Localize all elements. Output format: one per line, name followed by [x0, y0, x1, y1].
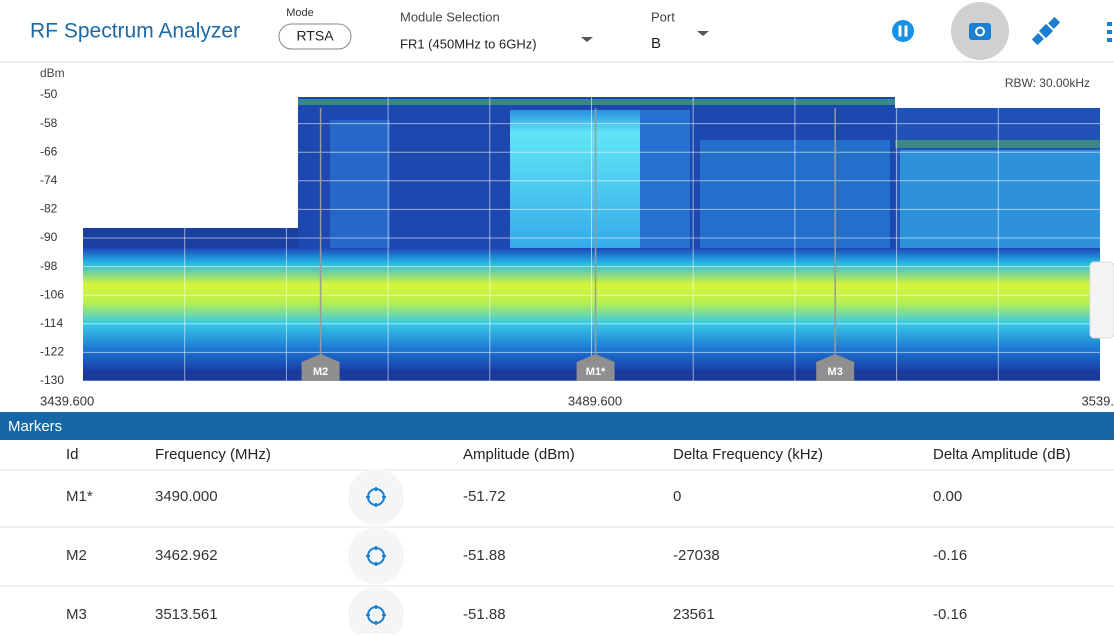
marker-flag-label: M2	[313, 366, 328, 378]
table-cell: -51.88	[463, 547, 506, 564]
y-tick-label: -122	[40, 345, 64, 359]
table-cell: -51.88	[463, 606, 506, 623]
y-tick-label: -50	[40, 87, 58, 101]
port-label: Port	[651, 9, 675, 24]
y-tick-label: -106	[40, 287, 64, 301]
y-tick-label: -58	[40, 116, 58, 130]
y-tick-label: -74	[40, 173, 58, 187]
marker-flag-label: M1*	[586, 366, 606, 378]
locate-button[interactable]	[348, 469, 404, 525]
markers-title: Markers	[8, 418, 62, 435]
y-unit: dBm	[40, 66, 65, 80]
table-cell: M3	[66, 606, 87, 623]
pause-icon	[905, 26, 908, 37]
table-cell: -27038	[673, 547, 720, 564]
table-cell: M2	[66, 547, 87, 564]
x-tick-label: 3489.600	[568, 393, 622, 408]
y-tick-label: -130	[40, 373, 64, 387]
table-cell: 3513.561	[155, 606, 218, 623]
y-tick-label: -114	[40, 316, 63, 330]
y-tick-label: -66	[40, 144, 58, 158]
side-panel-handle[interactable]	[1090, 262, 1114, 338]
column-header: Amplitude (dBm)	[463, 446, 575, 463]
module-value[interactable]: FR1 (450MHz to 6GHz)	[400, 36, 537, 51]
menu-dot[interactable]	[1107, 38, 1112, 42]
column-header: Frequency (MHz)	[155, 446, 271, 463]
column-header: Delta Frequency (kHz)	[673, 446, 823, 463]
table-cell: -51.72	[463, 488, 506, 505]
table-cell: 23561	[673, 606, 715, 623]
marker-flag-label: M3	[828, 366, 843, 378]
x-tick-label: 3439.600	[40, 393, 94, 408]
table-cell: 0	[673, 488, 681, 505]
pause-button[interactable]	[892, 20, 914, 42]
camera-lens	[977, 29, 983, 35]
menu-dot[interactable]	[1107, 30, 1112, 34]
table-cell: 0.00	[933, 488, 962, 505]
table-cell: -0.16	[933, 606, 967, 623]
y-tick-label: -98	[40, 259, 58, 273]
mode-value[interactable]: RTSA	[296, 28, 334, 44]
pause-icon	[899, 26, 902, 37]
column-header: Delta Amplitude (dB)	[933, 446, 1071, 463]
table-cell: 3462.962	[155, 547, 218, 564]
locate-button[interactable]	[348, 528, 404, 584]
app-title: RF Spectrum Analyzer	[30, 20, 240, 43]
markers-bar	[0, 412, 1114, 440]
port-value[interactable]: B	[651, 35, 661, 52]
y-tick-label: -82	[40, 202, 58, 216]
locate-button[interactable]	[348, 587, 404, 634]
rbw-label: RBW: 30.00kHz	[1005, 76, 1090, 90]
x-tick-label: 3539.	[1081, 393, 1114, 408]
table-cell: M1*	[66, 488, 93, 505]
module-label: Module Selection	[400, 9, 500, 24]
table-cell: -0.16	[933, 547, 967, 564]
table-cell: 3490.000	[155, 488, 218, 505]
column-header: Id	[66, 446, 79, 463]
y-tick-label: -90	[40, 230, 58, 244]
app: RF Spectrum Analyzer Mode RTSA Module Se…	[0, 0, 1114, 634]
menu-dot[interactable]	[1107, 22, 1112, 26]
mode-label: Mode	[286, 7, 314, 19]
